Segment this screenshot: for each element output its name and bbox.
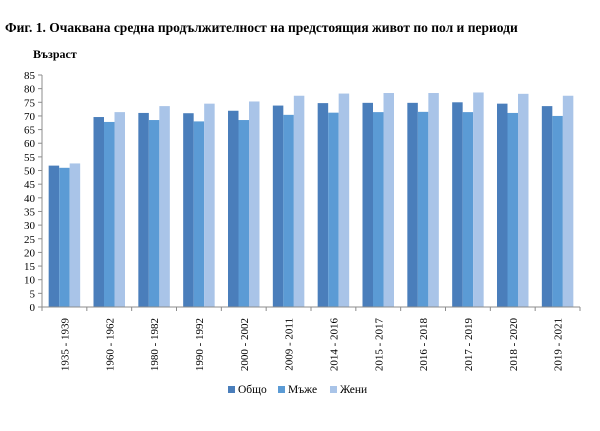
bar: [328, 112, 339, 307]
bar: [552, 115, 563, 307]
bar: [69, 163, 81, 307]
bar: [383, 93, 394, 307]
y-tick-label: 20: [24, 247, 36, 259]
legend-label: Мъже: [288, 384, 317, 396]
legend-label: Жени: [340, 384, 367, 396]
y-tick-label: 60: [24, 138, 36, 150]
y-tick-label: 10: [24, 275, 36, 287]
bar: [138, 112, 149, 308]
x-tick-label: 2016 - 2018: [418, 318, 430, 372]
bar: [407, 102, 418, 307]
y-tick-label: 80: [24, 84, 36, 96]
bar: [541, 106, 553, 307]
y-tick-label: 15: [24, 261, 36, 273]
bar: [228, 110, 239, 307]
bar: [48, 165, 60, 307]
y-tick-label: 25: [24, 234, 36, 246]
bar: [462, 112, 474, 308]
bar: [293, 95, 305, 307]
y-tick-label: 75: [24, 97, 36, 109]
bar: [104, 121, 115, 307]
legend-swatch: [228, 386, 235, 393]
bar: [283, 114, 294, 307]
y-tick-label: 55: [24, 152, 36, 164]
y-tick-label: 50: [24, 166, 36, 178]
y-tick-label: 65: [24, 125, 36, 137]
bar: [148, 120, 160, 307]
bar: [272, 105, 284, 307]
y-tick-label: 0: [30, 302, 36, 314]
legend-swatch: [278, 386, 285, 393]
bar: [452, 102, 463, 307]
legend: Общо Мъже Жени: [228, 384, 367, 396]
x-tick-label: 1980 - 1982: [149, 318, 161, 371]
bar: [473, 92, 484, 308]
bar: [417, 111, 429, 307]
figure-title: Фиг. 1. Очаквана средна продължителност …: [5, 20, 518, 35]
x-tick-label: 2018 - 2020: [508, 318, 520, 372]
x-tick-label: 2009 - 2011: [284, 318, 296, 371]
y-axis-label: Възраст: [33, 47, 77, 61]
legend-label: Общо: [238, 384, 267, 396]
y-tick-label: 85: [24, 70, 36, 82]
bar: [317, 103, 329, 307]
bar: [518, 93, 529, 307]
bar: [507, 112, 518, 308]
bar: [338, 93, 350, 307]
y-tick-label: 5: [30, 288, 36, 300]
bar: [159, 106, 170, 307]
x-tick-label: 1960 - 1962: [104, 318, 116, 371]
bar: [497, 103, 508, 308]
bar: [183, 113, 194, 307]
y-tick-label: 70: [24, 111, 36, 123]
x-axis: 1935 - 1939 1960 - 1962 1980 - 1982 1990 - …: [41, 306, 581, 372]
bar: [204, 103, 215, 308]
bar: [428, 93, 439, 307]
x-tick-label: 2000 - 2002: [239, 318, 251, 371]
x-tick-label: 2017 - 2019: [463, 318, 475, 372]
x-tick-label: 1935 - 1939: [59, 318, 71, 372]
bar: [93, 117, 104, 307]
x-tick-label: 2014 - 2016: [328, 318, 340, 372]
y-tick-label: 35: [24, 206, 36, 218]
y-tick-label: 30: [24, 220, 36, 232]
bar: [562, 95, 574, 307]
bar: [249, 101, 260, 307]
x-tick-label: 2019 - 2021: [553, 318, 565, 371]
bar: [59, 167, 70, 307]
x-tick-label: 2015 - 2017: [373, 318, 385, 372]
bar: [238, 120, 249, 307]
y-tick-label: 40: [24, 193, 36, 205]
legend-swatch: [330, 386, 337, 393]
y-tick-label: 45: [24, 179, 36, 191]
bar: [114, 112, 125, 308]
bars-group: [48, 92, 574, 308]
bar: [373, 112, 384, 308]
bar: [193, 121, 205, 308]
x-tick-label: 1990 - 1992: [194, 318, 206, 371]
bar: [362, 102, 373, 307]
